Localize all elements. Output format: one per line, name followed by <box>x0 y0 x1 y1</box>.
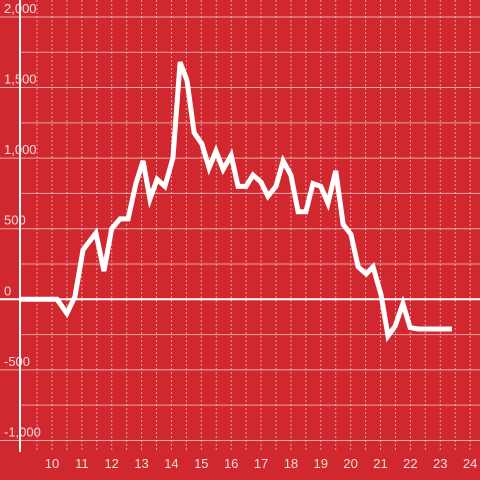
x-tick-label: 15 <box>194 456 208 471</box>
x-tick-label: 22 <box>403 456 417 471</box>
x-tick-label: 21 <box>373 456 387 471</box>
x-tick-label: 13 <box>134 456 148 471</box>
x-tick-label: 16 <box>224 456 238 471</box>
x-tick-label: 24 <box>463 456 477 471</box>
x-tick-label: 14 <box>164 456 178 471</box>
x-tick-label: 11 <box>75 456 89 471</box>
x-tick-label: 23 <box>433 456 447 471</box>
data-line <box>20 61 452 343</box>
x-tick-label: 20 <box>343 456 357 471</box>
y-tick-label: 500 <box>4 213 26 228</box>
y-tick-label: -1,000 <box>4 424 41 439</box>
y-tick-label: -500 <box>4 354 30 369</box>
x-tick-label: 19 <box>314 456 328 471</box>
x-tick-label: 17 <box>254 456 268 471</box>
x-tick-label: 10 <box>45 456 59 471</box>
x-tick-label: 12 <box>104 456 118 471</box>
y-tick-label: 0 <box>4 283 11 298</box>
x-tick-label: 18 <box>284 456 298 471</box>
